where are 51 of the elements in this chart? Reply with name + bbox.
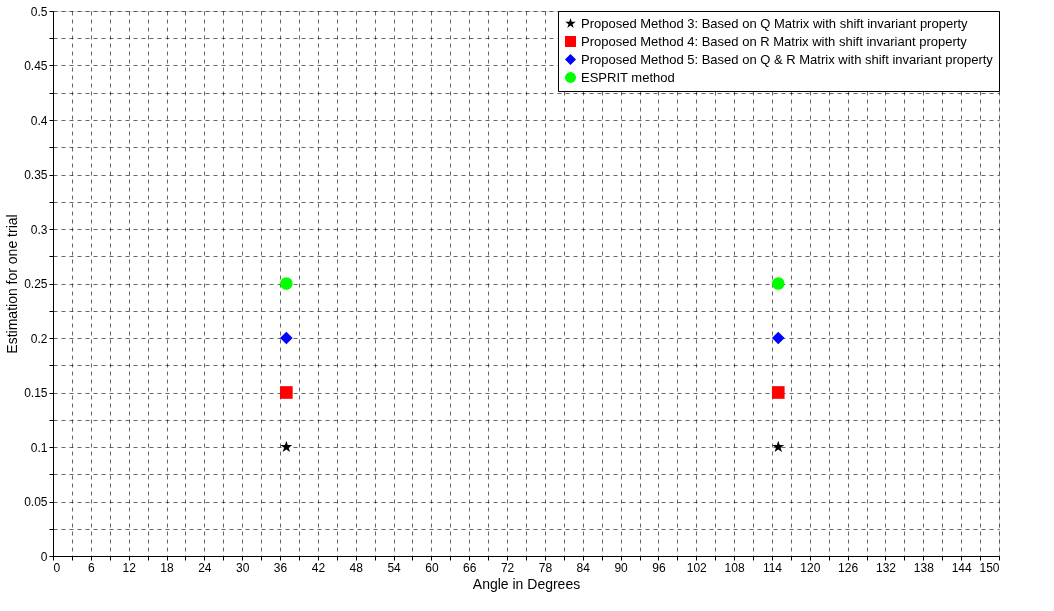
y-tick-label: 0.5 [30, 4, 48, 19]
legend-label: ESPRIT method [581, 69, 675, 85]
x-tick-label: 42 [311, 560, 326, 575]
x-tick-label: 78 [538, 560, 553, 575]
y-axis-title: Estimation for one trial [4, 214, 21, 354]
x-tick-label: 18 [160, 560, 175, 575]
x-tick-label: 24 [198, 560, 212, 575]
y-tick-label: 0.25 [24, 277, 48, 291]
point [280, 440, 293, 453]
point [772, 440, 785, 453]
x-tick-label: 114 [762, 560, 783, 575]
x-tick-label: 102 [686, 560, 708, 575]
x-tick-label: 54 [387, 560, 402, 575]
y-tick-label: 0.35 [24, 168, 48, 182]
x-tick-label: 84 [576, 560, 591, 575]
y-tick-label: 0.2 [30, 331, 48, 346]
point [771, 277, 785, 290]
x-tick-label: 90 [614, 560, 629, 575]
point [280, 331, 293, 345]
x-tick-label: 48 [349, 560, 364, 575]
x-tick-label: 132 [875, 560, 897, 575]
y-tick-label: 0.45 [24, 59, 48, 73]
y-tick-label: 0.4 [30, 113, 48, 128]
point [771, 331, 785, 345]
x-tick-label: 126 [838, 560, 859, 575]
point [771, 386, 785, 399]
point [280, 277, 293, 290]
x-tick-label: 96 [652, 560, 666, 575]
x-tick-label: 150 [979, 560, 1000, 575]
x-tick-label: 60 [425, 560, 439, 575]
x-tick-label: 30 [236, 560, 250, 575]
x-tick-label: 144 [951, 560, 972, 575]
x-tick-label: 12 [122, 560, 137, 575]
legend-label: Proposed Method 4: Based on R Matrix with shift invariant property [581, 33, 968, 49]
y-tick-label: 0.15 [24, 386, 48, 400]
x-tick-label: 6 [88, 560, 95, 575]
x-tick-label: 108 [724, 560, 745, 575]
x-tick-label: 138 [913, 560, 935, 575]
x-tick-label: 66 [463, 560, 477, 575]
legend-label: Proposed Method 3: Based on Q Matrix with shift invariant property [581, 15, 969, 31]
x-tick-label: 120 [800, 560, 821, 575]
y-tick-label: 0.1 [30, 440, 48, 455]
y-tick-label: 0.05 [24, 495, 48, 509]
x-tick-label: 36 [273, 560, 288, 575]
x-tick-label: 72 [500, 560, 515, 575]
x-tick-label: 0 [53, 560, 61, 575]
point [280, 386, 293, 399]
legend-label: Proposed Method 5: Based on Q & R Matrix with shift invariant property [581, 51, 994, 67]
y-tick-label: 0.3 [30, 222, 48, 237]
y-tick-label: 0 [40, 549, 48, 564]
x-axis-title: Angle in Degrees [472, 575, 581, 592]
